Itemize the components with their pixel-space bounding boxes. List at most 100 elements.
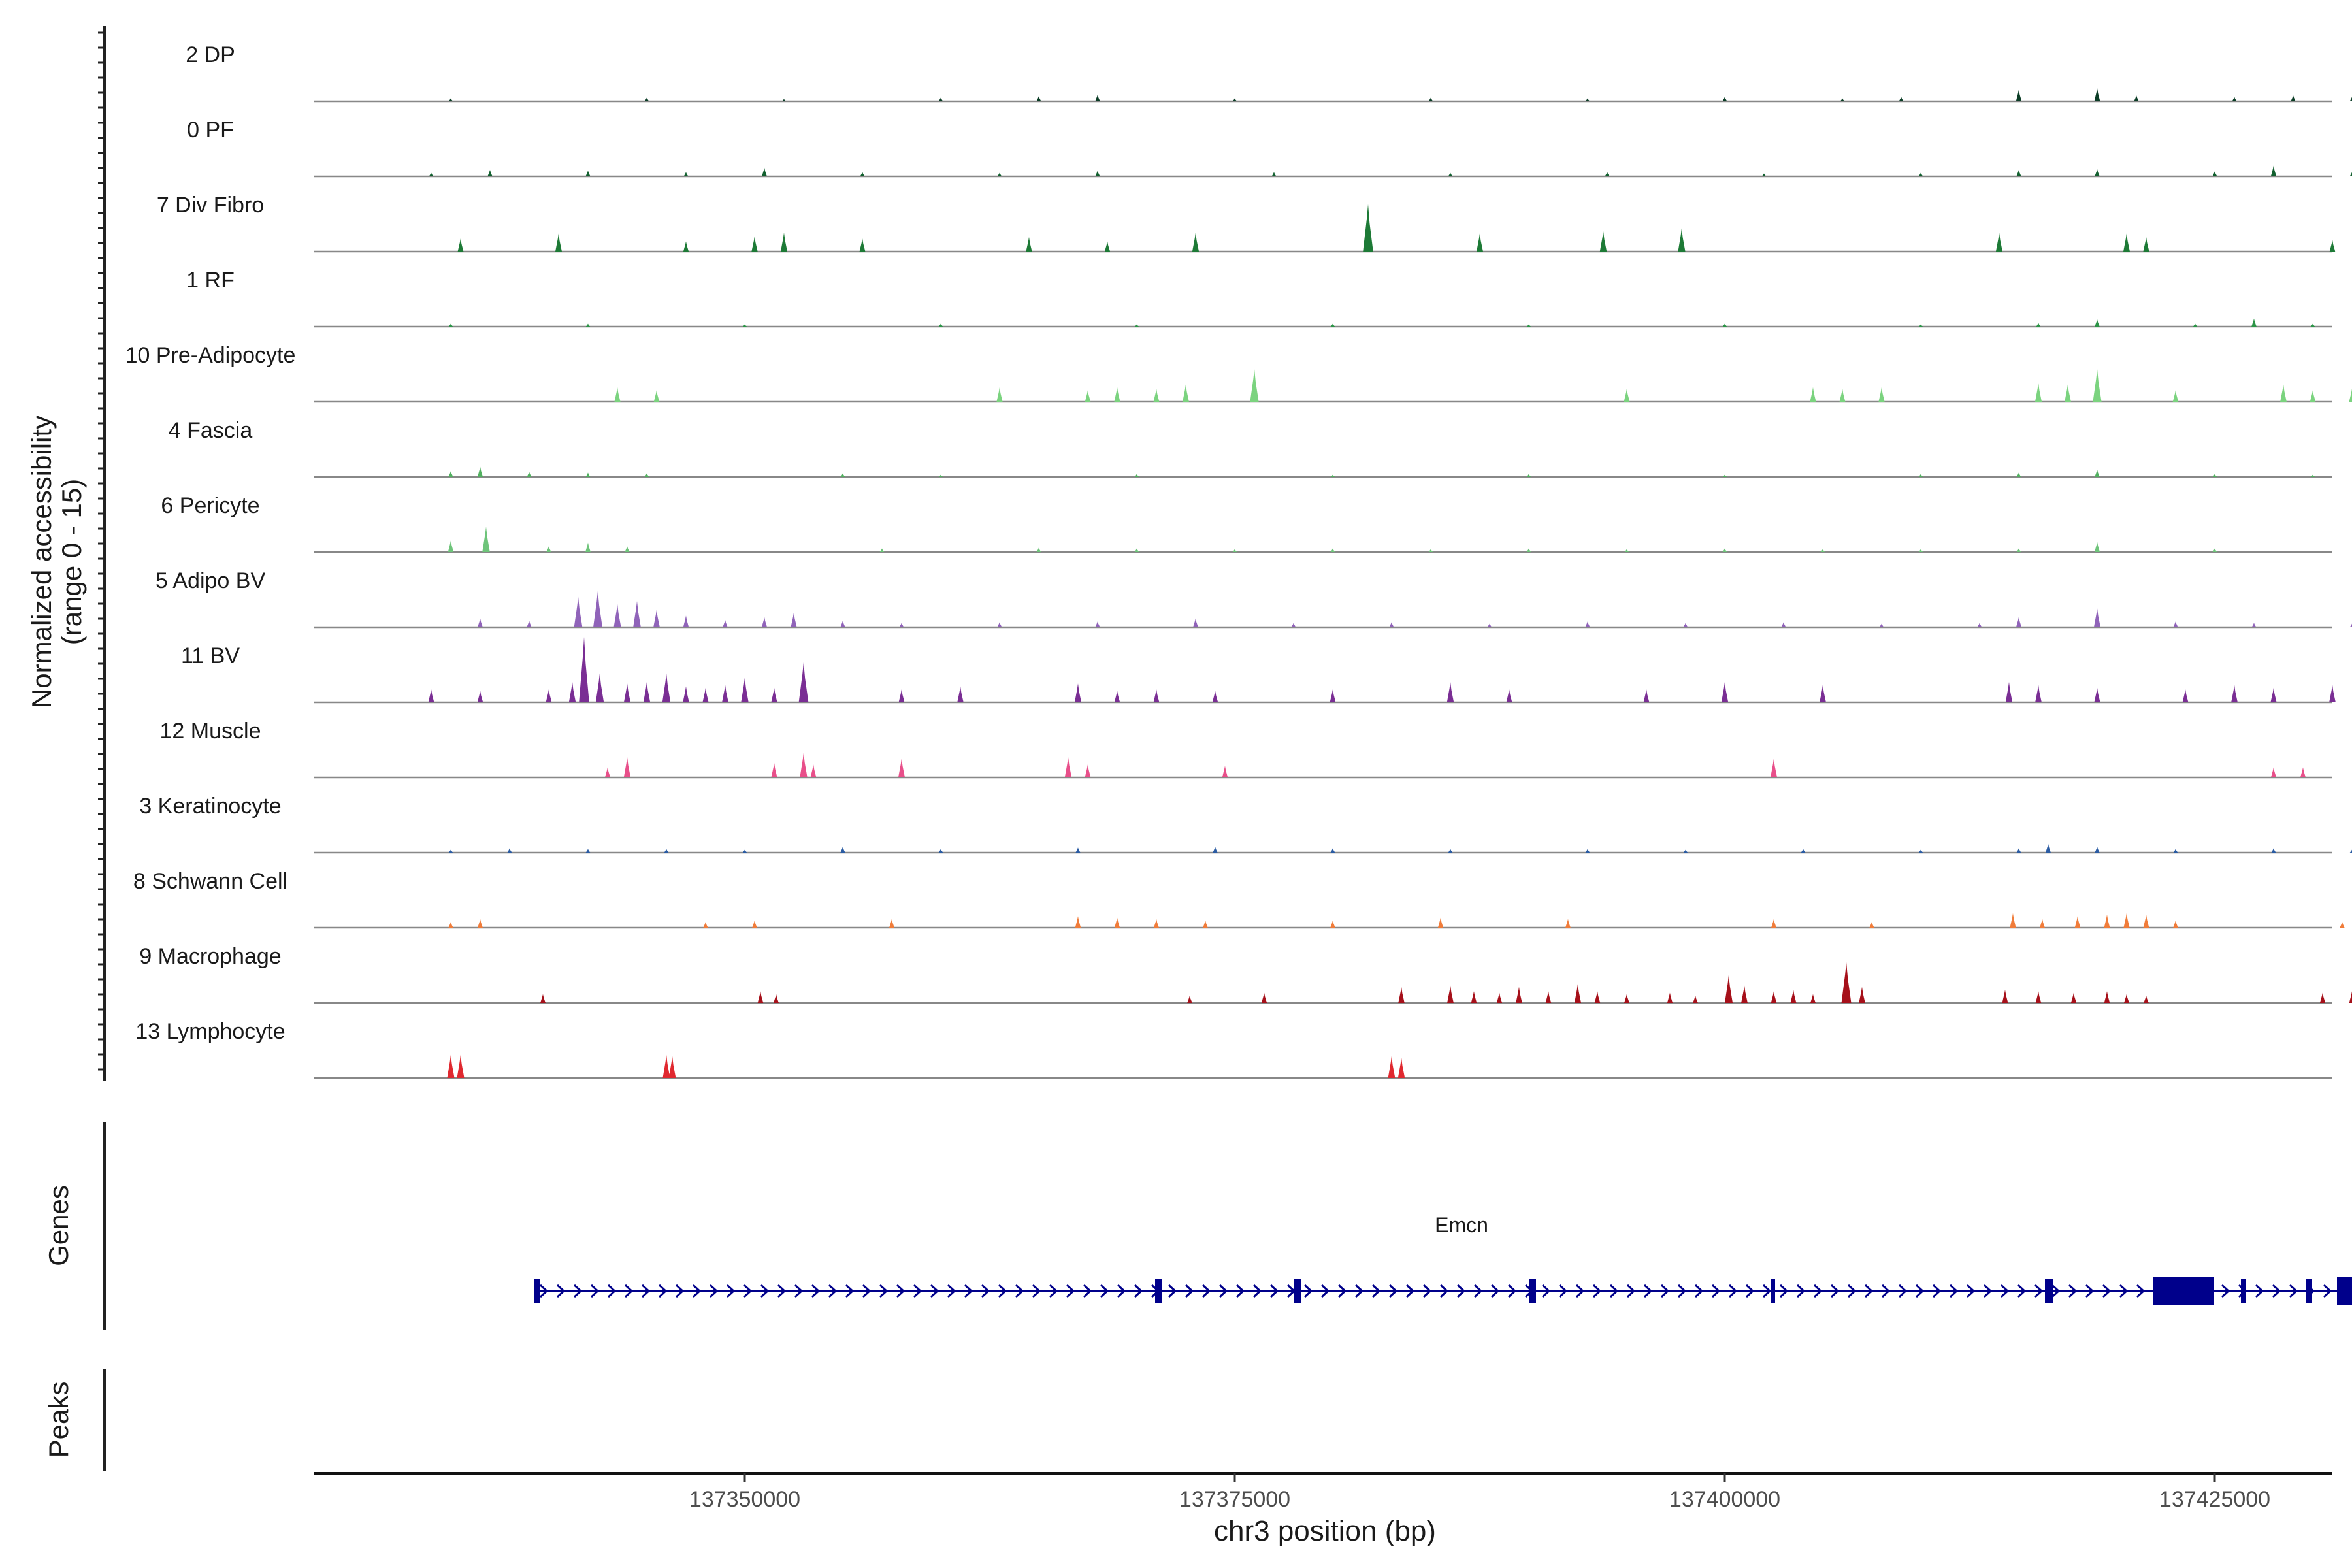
track-peak xyxy=(1918,172,1923,176)
x-tick-label: 137375000 xyxy=(1179,1487,1290,1512)
track-peak xyxy=(1085,390,1091,402)
track-peak xyxy=(662,1054,670,1078)
strand-arrow xyxy=(1932,1284,1942,1298)
track-peak xyxy=(2182,689,2189,702)
track-peak xyxy=(2349,172,2352,176)
track-peak xyxy=(2123,233,2130,252)
track-6-pericyte: 6 Pericyte xyxy=(161,493,2332,553)
x-axis-title: chr3 position (bp) xyxy=(1214,1515,1436,1547)
track-peak xyxy=(1693,995,1698,1003)
track-peak xyxy=(1496,992,1503,1003)
track-peak xyxy=(2016,90,2022,101)
track-12-muscle: 12 Muscle xyxy=(160,719,2332,779)
strand-arrow xyxy=(1830,1284,1840,1298)
track-peak xyxy=(555,233,562,252)
strand-arrow xyxy=(1592,1284,1602,1298)
track-label: 4 Fascia xyxy=(169,418,253,443)
track-peak xyxy=(2065,384,2071,402)
track-peak xyxy=(1643,689,1650,702)
strand-arrow xyxy=(1371,1284,1381,1298)
track-peak xyxy=(448,471,453,477)
track-peak xyxy=(762,167,767,176)
track-9-macrophage: 9 Macrophage xyxy=(139,944,2352,1004)
track-peak xyxy=(1212,691,1218,702)
track-peak xyxy=(2143,237,2149,252)
track-peak xyxy=(1291,623,1296,627)
track-peak xyxy=(1545,991,1552,1003)
track-label: 10 Pre-Adipocyte xyxy=(125,343,296,368)
strand-arrow xyxy=(1303,1284,1313,1298)
track-peak xyxy=(2300,767,2306,777)
track-peak xyxy=(1330,548,1335,552)
track-peak xyxy=(2104,991,2110,1003)
track-label: 13 Lymphocyte xyxy=(135,1019,285,1044)
strand-arrow xyxy=(1490,1284,1500,1298)
strand-arrow xyxy=(1677,1284,1687,1298)
strand-arrow xyxy=(1337,1284,1347,1298)
gene-exon xyxy=(2153,1277,2214,1305)
track-peak xyxy=(653,390,660,402)
track-peak xyxy=(2040,919,2045,928)
track-peak xyxy=(478,919,483,928)
track-peak xyxy=(2310,390,2316,402)
track-peak xyxy=(938,97,943,101)
track-peak xyxy=(1585,621,1590,627)
track-peak xyxy=(889,919,894,928)
track-peak xyxy=(1840,98,1845,101)
track-1-rf: 1 RF xyxy=(186,268,2332,328)
track-peak xyxy=(1330,689,1336,702)
track-peak xyxy=(1363,204,1373,252)
track-peak xyxy=(593,591,602,627)
strand-arrow xyxy=(1388,1284,1398,1298)
track-peak xyxy=(938,474,943,477)
track-0-pf: 0 PF xyxy=(187,118,2352,178)
y-axis xyxy=(98,26,106,1081)
strand-arrow xyxy=(1235,1284,1245,1298)
strand-arrow xyxy=(624,1284,634,1298)
track-peak xyxy=(585,849,591,853)
track-peak xyxy=(2143,915,2149,928)
track-peak xyxy=(742,324,747,327)
strand-arrow xyxy=(828,1284,838,1298)
track-peak xyxy=(1036,547,1041,552)
track-peak xyxy=(585,542,591,552)
strand-arrow xyxy=(1575,1284,1585,1298)
track-peak xyxy=(546,689,552,702)
track-peak xyxy=(1918,324,1923,327)
strand-arrow xyxy=(1813,1284,1823,1298)
strand-arrow xyxy=(1762,1284,1772,1298)
strand-arrow xyxy=(726,1284,736,1298)
track-peak xyxy=(1506,689,1512,702)
strand-arrow xyxy=(1117,1284,1126,1298)
strand-arrow xyxy=(641,1284,651,1298)
track-peak xyxy=(1667,992,1673,1003)
track-peak xyxy=(1526,548,1531,552)
track-peak xyxy=(771,687,777,702)
track-peak xyxy=(997,622,1002,627)
track-peak xyxy=(2251,318,2257,327)
strand-arrow xyxy=(1949,1284,1959,1298)
track-peak xyxy=(1428,549,1433,552)
track-peak xyxy=(2212,171,2217,176)
track-peak xyxy=(1487,623,1492,627)
track-peak xyxy=(595,673,604,702)
track-8-schwann-cell: 8 Schwann Cell xyxy=(133,869,2345,929)
track-peak xyxy=(614,387,621,402)
strand-arrow xyxy=(1881,1284,1891,1298)
track-peak xyxy=(1064,757,1072,777)
track-peak xyxy=(1585,98,1590,101)
strand-arrow xyxy=(1134,1284,1143,1298)
strand-arrow xyxy=(1898,1284,1908,1298)
gene-exon xyxy=(534,1279,540,1303)
track-peak xyxy=(448,540,454,552)
track-peak xyxy=(448,98,453,101)
strand-arrow xyxy=(2102,1284,2112,1298)
track-peak xyxy=(840,847,845,853)
y-axis-title: Normalized accessibility xyxy=(26,416,57,708)
gene-exon xyxy=(1155,1279,1162,1303)
track-peak xyxy=(633,601,641,627)
track-peak xyxy=(898,759,906,777)
strand-arrow xyxy=(556,1284,566,1298)
gene-exon xyxy=(2045,1279,2053,1303)
strand-arrow xyxy=(998,1284,1007,1298)
